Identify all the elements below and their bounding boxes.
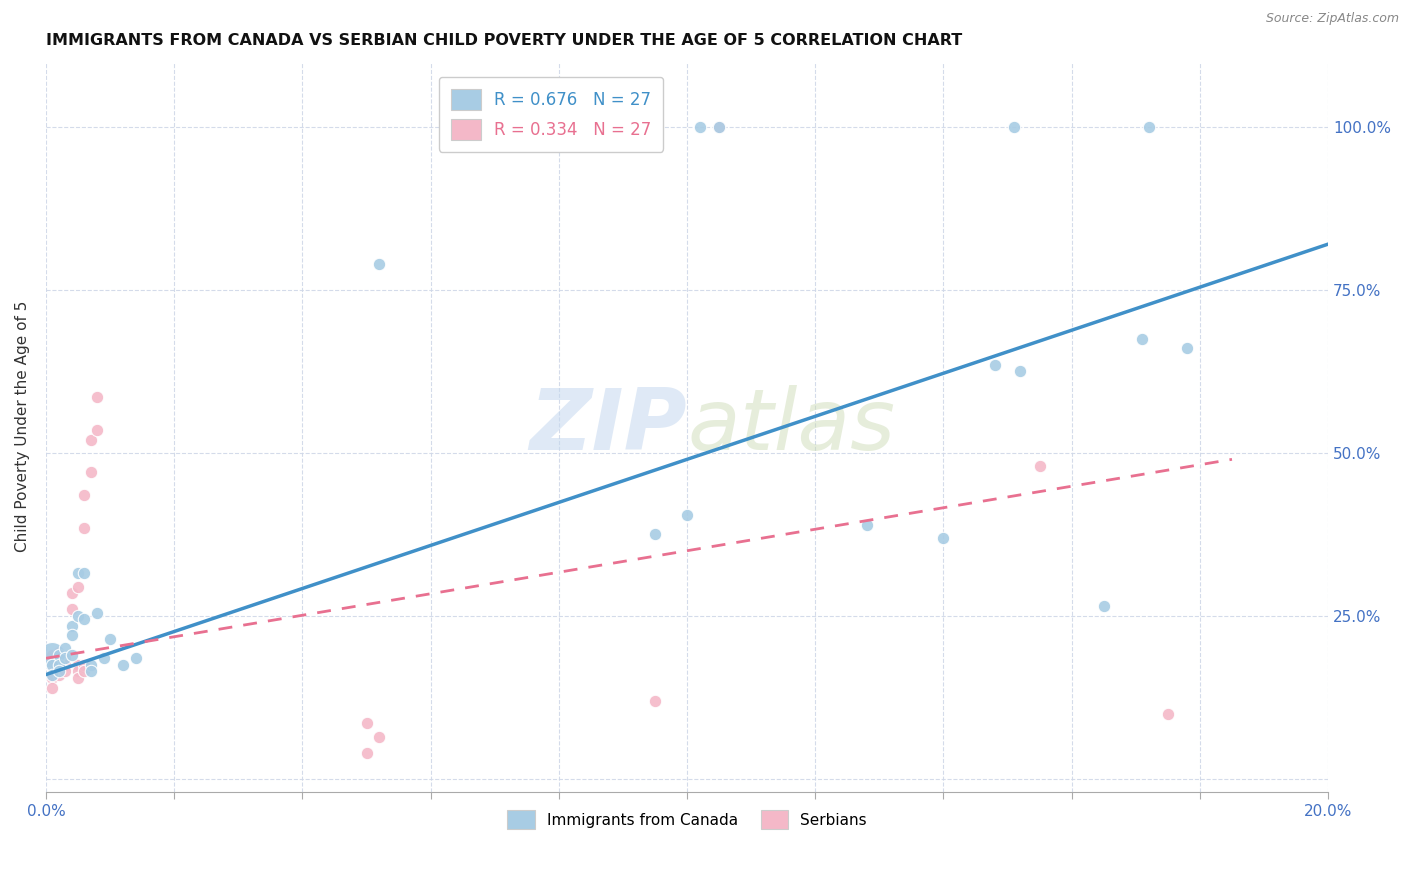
Point — [356, 716, 378, 731]
Point — [60, 648, 83, 662]
Point — [60, 602, 83, 616]
Point — [356, 746, 378, 760]
Text: ZIP: ZIP — [530, 385, 688, 468]
Point — [41, 657, 63, 672]
Point — [644, 527, 666, 541]
Point — [1092, 599, 1115, 613]
Point — [48, 657, 70, 672]
Point — [855, 517, 877, 532]
Point — [73, 612, 96, 626]
Y-axis label: Child Poverty Under the Age of 5: Child Poverty Under the Age of 5 — [15, 301, 30, 552]
Point — [53, 665, 76, 679]
Point — [73, 521, 96, 535]
Point — [53, 651, 76, 665]
Point — [66, 580, 89, 594]
Point — [86, 606, 108, 620]
Point — [53, 657, 76, 672]
Point — [368, 257, 391, 271]
Point — [60, 618, 83, 632]
Point — [48, 657, 70, 672]
Point — [73, 657, 96, 672]
Point — [66, 665, 89, 679]
Point — [1002, 120, 1025, 134]
Point — [66, 608, 89, 623]
Point — [93, 651, 115, 665]
Point — [80, 466, 103, 480]
Point — [66, 671, 89, 685]
Point — [689, 120, 711, 134]
Point — [41, 667, 63, 681]
Point — [125, 651, 148, 665]
Legend: Immigrants from Canada, Serbians: Immigrants from Canada, Serbians — [501, 804, 873, 836]
Point — [111, 657, 134, 672]
Point — [41, 648, 63, 662]
Point — [73, 566, 96, 581]
Point — [41, 657, 63, 672]
Point — [60, 586, 83, 600]
Point — [707, 120, 730, 134]
Point — [932, 531, 955, 545]
Point — [41, 648, 63, 662]
Point — [66, 657, 89, 672]
Point — [98, 632, 121, 646]
Point — [676, 508, 699, 522]
Point — [48, 645, 70, 659]
Point — [707, 120, 730, 134]
Point — [53, 641, 76, 656]
Point — [48, 667, 70, 681]
Point — [80, 433, 103, 447]
Point — [1130, 332, 1153, 346]
Point — [80, 665, 103, 679]
Text: IMMIGRANTS FROM CANADA VS SERBIAN CHILD POVERTY UNDER THE AGE OF 5 CORRELATION C: IMMIGRANTS FROM CANADA VS SERBIAN CHILD … — [46, 33, 962, 48]
Point — [73, 665, 96, 679]
Point — [368, 730, 391, 744]
Point — [1137, 120, 1160, 134]
Point — [48, 665, 70, 679]
Point — [60, 628, 83, 642]
Point — [1010, 364, 1032, 378]
Point — [73, 488, 96, 502]
Point — [86, 423, 108, 437]
Point — [1028, 458, 1050, 473]
Point — [1157, 706, 1180, 721]
Point — [86, 390, 108, 404]
Point — [984, 358, 1007, 372]
Point — [48, 648, 70, 662]
Text: Source: ZipAtlas.com: Source: ZipAtlas.com — [1265, 12, 1399, 25]
Point — [1175, 342, 1198, 356]
Point — [66, 566, 89, 581]
Point — [80, 657, 103, 672]
Point — [41, 681, 63, 695]
Point — [644, 693, 666, 707]
Text: atlas: atlas — [688, 385, 896, 468]
Point — [41, 671, 63, 685]
